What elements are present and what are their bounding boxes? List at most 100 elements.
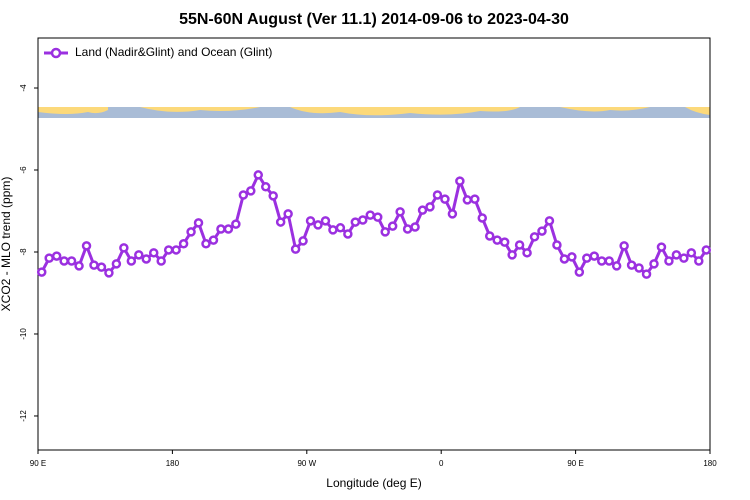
legend-marker [50,47,62,59]
data-point [275,217,286,227]
data-point [81,241,92,251]
data-point [290,244,301,254]
data-point [417,205,428,215]
data-point [365,210,376,220]
map-strip [38,107,710,118]
data-point [507,250,517,260]
data-point [596,256,607,266]
data-point [223,224,234,234]
y-tick-label: -6 [19,166,28,174]
data-point [664,256,674,266]
data-point [44,253,54,263]
data-point [387,221,398,231]
data-point [89,260,99,270]
data-point [111,259,122,269]
data-point [193,218,204,228]
data-point [186,227,196,237]
data-point [201,239,211,249]
data-point [104,268,114,278]
data-point [559,254,570,264]
plot-frame [37,37,711,451]
data-point [574,267,585,277]
data-point [529,232,540,242]
data-point [619,241,629,251]
data-point [537,226,547,236]
data-point [402,224,413,234]
data-point [522,248,532,258]
data-point [410,222,420,232]
data-point [679,253,689,263]
data-point [141,254,152,264]
data-point [231,219,241,229]
data-point [484,231,495,241]
data-point [641,269,652,279]
data-point [305,216,316,226]
data-point [238,190,249,200]
data-point [268,191,278,201]
data-point [447,209,458,219]
data-point [320,216,331,226]
data-point [380,227,390,237]
data-point [432,190,443,200]
data-point [283,209,293,219]
x-axis-label: Longitude (deg E) [326,476,421,490]
data-point [611,261,622,271]
x-tick-label: 180 [703,459,717,468]
data-point [671,250,682,260]
data-point [470,194,480,204]
data-point [514,240,525,250]
y-tick-label: -8 [19,248,28,256]
data-point [328,225,338,235]
data-point [59,256,69,266]
data-point [634,263,644,273]
data-point [372,212,383,222]
data-point [216,224,226,234]
x-tick-label: 90 E [567,459,583,468]
data-point [552,240,562,250]
data-point [134,250,144,260]
data-point [395,207,405,217]
data-point [335,223,346,233]
data-point [66,256,77,266]
x-tick-label: 90 W [297,459,316,468]
data-point [544,216,555,226]
data-point [589,251,600,261]
data-point [298,236,308,246]
data-point [178,239,189,249]
data-point [492,235,502,245]
chart-title: 55N-60N August (Ver 11.1) 2014-09-06 to … [179,11,569,28]
legend-label: Land (Nadir&Glint) and Ocean (Glint) [75,45,272,59]
y-tick-label: -12 [19,410,28,422]
data-point [358,215,368,225]
data-point [126,256,137,266]
data-point [462,195,473,205]
data-point [96,262,107,272]
data-point [156,256,166,266]
data-point [208,235,219,245]
data-point [246,186,256,196]
data-point [74,261,84,271]
data-point [656,242,667,252]
x-tick-label: 90 E [30,459,46,468]
data-point [455,176,465,186]
data-point [350,217,361,227]
data-point [119,243,129,253]
data-point [171,245,181,255]
data-point [694,256,704,266]
y-tick-label: -10 [19,328,28,340]
data-point [148,248,159,258]
data-point [626,260,637,270]
x-tick-label: 180 [166,459,180,468]
data-point [649,259,659,269]
x-tick-label: 0 [439,459,444,468]
data-point [51,251,62,261]
data-point [582,253,592,263]
data-point [604,256,614,266]
data-point [343,229,353,239]
data-point [477,213,488,223]
data-point [313,220,323,230]
data-point [425,202,435,212]
data-point [36,267,47,277]
data-point [567,252,577,262]
